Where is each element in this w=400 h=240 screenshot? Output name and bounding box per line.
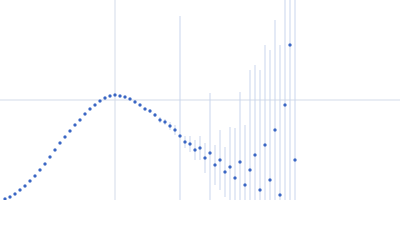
data-point bbox=[288, 43, 292, 47]
data-point bbox=[73, 123, 77, 127]
data-point bbox=[248, 168, 252, 172]
data-point bbox=[258, 188, 262, 192]
data-point bbox=[93, 103, 97, 107]
data-point bbox=[203, 156, 207, 160]
data-point bbox=[168, 124, 172, 128]
data-point bbox=[253, 153, 257, 157]
data-point bbox=[278, 193, 282, 197]
data-point bbox=[268, 178, 272, 182]
data-point bbox=[243, 183, 247, 187]
data-point bbox=[113, 93, 117, 97]
data-point bbox=[83, 112, 87, 116]
data-point bbox=[68, 129, 72, 133]
data-point bbox=[238, 160, 242, 164]
data-point bbox=[153, 113, 157, 117]
data-point bbox=[133, 100, 137, 104]
data-point bbox=[88, 107, 92, 111]
data-point bbox=[53, 148, 57, 152]
data-point bbox=[173, 128, 177, 132]
data-point bbox=[228, 165, 232, 169]
chart bbox=[0, 0, 400, 200]
data-point bbox=[128, 97, 132, 101]
data-point bbox=[8, 195, 12, 199]
data-point bbox=[293, 158, 297, 162]
data-point bbox=[163, 120, 167, 124]
data-point bbox=[118, 94, 122, 98]
data-point bbox=[103, 96, 107, 100]
data-point bbox=[283, 103, 287, 107]
data-point bbox=[48, 155, 52, 159]
data-point bbox=[148, 109, 152, 113]
data-point bbox=[198, 146, 202, 150]
data-point bbox=[3, 197, 7, 200]
data-point bbox=[78, 118, 82, 122]
data-point bbox=[183, 140, 187, 144]
data-point bbox=[63, 135, 67, 139]
data-point bbox=[223, 170, 227, 174]
data-point bbox=[193, 148, 197, 152]
data-point bbox=[43, 162, 47, 166]
data-point bbox=[208, 151, 212, 155]
data-point bbox=[28, 179, 32, 183]
data-point bbox=[233, 176, 237, 180]
data-point bbox=[98, 99, 102, 103]
data-point bbox=[18, 188, 22, 192]
data-point bbox=[213, 163, 217, 167]
data-point bbox=[23, 184, 27, 188]
data-point bbox=[218, 158, 222, 162]
data-point bbox=[58, 141, 62, 145]
data-point bbox=[33, 174, 37, 178]
data-point bbox=[273, 128, 277, 132]
data-point bbox=[38, 168, 42, 172]
data-point bbox=[188, 142, 192, 146]
data-point bbox=[178, 134, 182, 138]
data-point bbox=[138, 103, 142, 107]
data-point bbox=[123, 95, 127, 99]
data-point bbox=[263, 143, 267, 147]
data-point bbox=[13, 192, 17, 196]
data-point bbox=[108, 94, 112, 98]
data-point bbox=[158, 118, 162, 122]
data-point bbox=[143, 107, 147, 111]
